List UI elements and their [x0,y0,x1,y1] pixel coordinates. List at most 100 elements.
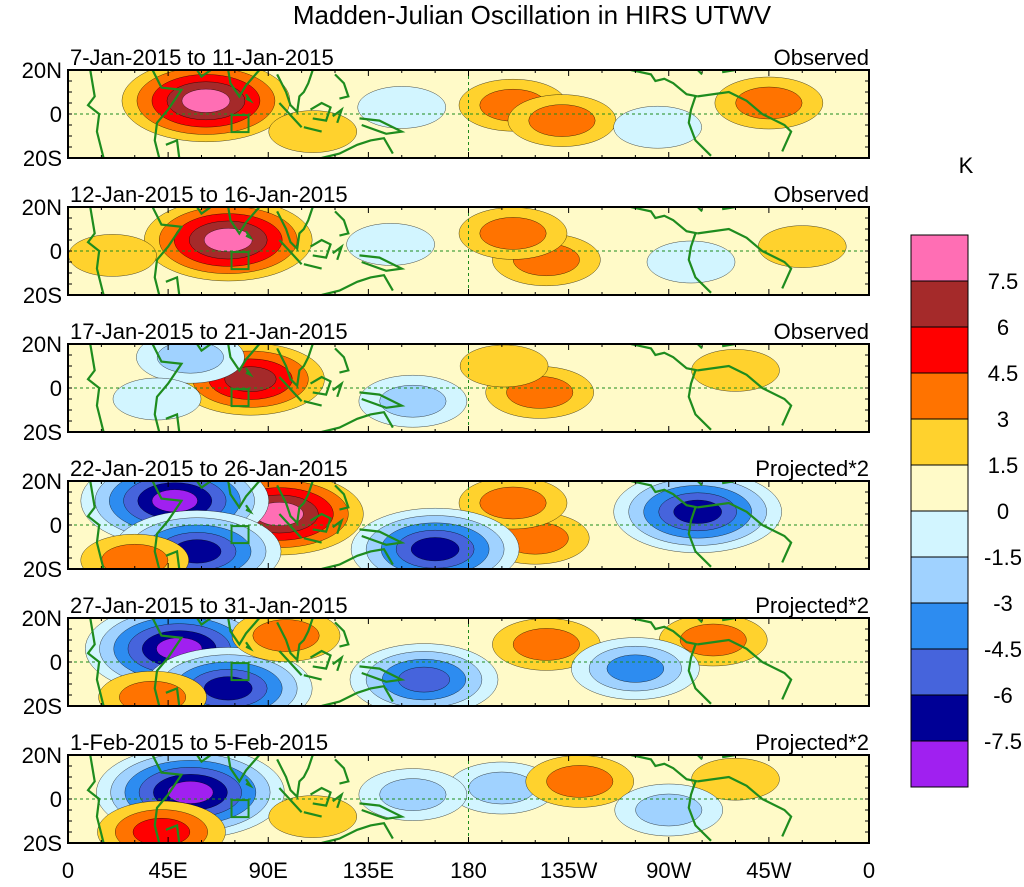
coastline [309,101,332,122]
y-tick-label: 0 [50,513,62,538]
anomaly-field [112,344,780,428]
coastline [630,344,698,372]
coastline [321,136,394,158]
colorbar-level-label: 4.5 [988,361,1019,386]
coastline [697,227,793,289]
coastline [303,263,322,270]
coastline [196,207,213,216]
coastline [278,787,303,813]
coastline [196,70,213,79]
anomaly-contour [252,619,320,652]
coastline [334,347,350,374]
colorbar-swatch [910,556,969,604]
anomaly-contour [268,110,357,153]
x-tick-label: 90E [249,858,288,883]
coastline [321,410,394,432]
y-tick-label: 0 [50,376,62,401]
colorbar-level-label: -7.5 [984,729,1022,754]
colorbar-level-label: 6 [997,315,1009,340]
panel-1: 7-Jan-2015 to 11-Jan-2015 Observed 20N 0 20S [22,45,870,171]
coastline [359,802,406,820]
coastline [309,238,332,259]
reference-box [230,799,250,819]
coastline [196,344,213,353]
coastline [276,481,314,526]
anomaly-contour [268,795,357,838]
coastline [227,481,261,510]
coastline [359,528,406,546]
colorbar-swatch [910,418,969,466]
anomaly-contour [379,385,447,418]
reference-box [230,114,250,134]
coastline [334,621,350,648]
y-tick-label: 20S [23,283,62,308]
coastline [697,501,793,563]
coastline [276,618,314,663]
reference-box [230,662,250,682]
panel-period-label: 17-Jan-2015 to 21-Jan-2015 [70,319,348,344]
colorbar-swatch [910,694,969,742]
colorbar-swatch [910,234,969,282]
coastlines [86,755,793,843]
coastline [165,412,181,432]
coastline [151,755,184,843]
anomaly-contour [132,818,191,843]
coastline [276,70,314,115]
anomaly-field [85,618,768,706]
coastline [278,376,303,402]
coastline [86,618,105,706]
coastline [321,684,394,706]
coastline [630,70,698,98]
coastlines [86,70,793,158]
anomaly-contour [512,628,580,661]
colorbar-swatch [910,464,969,512]
colorbar-level-label: -6 [993,683,1013,708]
coastline [245,778,254,789]
anomaly-field [80,481,782,569]
anomaly-contour [459,344,549,388]
y-tick-label: 20N [22,332,62,357]
coastline [165,823,181,843]
anomaly-contour [613,106,702,149]
anomaly-contour [119,681,186,706]
coastline [151,481,184,569]
x-tick-label: 90W [646,858,691,883]
colorbar-swatch [910,326,969,374]
y-tick-label: 20N [22,743,62,768]
coastline [303,537,322,544]
anomaly-contour [398,666,450,693]
coastline [165,549,181,569]
panel-5: 27-Jan-2015 to 31-Jan-2015 Projected*2 20N… [22,593,870,719]
anomaly-contour [204,228,253,252]
coastline [151,344,184,432]
panel-period-label: 22-Jan-2015 to 26-Jan-2015 [70,456,348,481]
anomaly-contour [673,499,722,524]
anomaly-contour [181,88,231,113]
panel-type-label: Projected*2 [755,456,869,481]
colorbar-swatch [910,280,969,328]
anomaly-contour [479,486,547,520]
anomaly-contour [758,225,847,268]
coastline [227,344,261,373]
coastline [86,207,105,295]
coastline [227,70,261,99]
coastline [697,90,793,152]
panel-4: 22-Jan-2015 to 26-Jan-2015 Projected*2 20N… [22,456,870,582]
colorbar-swatch [910,372,969,420]
colorbar-swatch [910,740,969,788]
panel-type-label: Observed [774,182,869,207]
coastline [687,644,712,705]
coastline [276,344,314,389]
coastline [309,786,332,807]
coastline [196,481,213,490]
coastline [276,207,314,252]
coastline [321,821,394,843]
coastline [227,207,261,236]
coastline [332,243,344,261]
x-tick-label: 0 [863,858,875,883]
reference-box [230,388,250,408]
anomaly-contour [68,234,157,277]
colorbar-swatch [910,602,969,650]
coastline [227,618,261,647]
